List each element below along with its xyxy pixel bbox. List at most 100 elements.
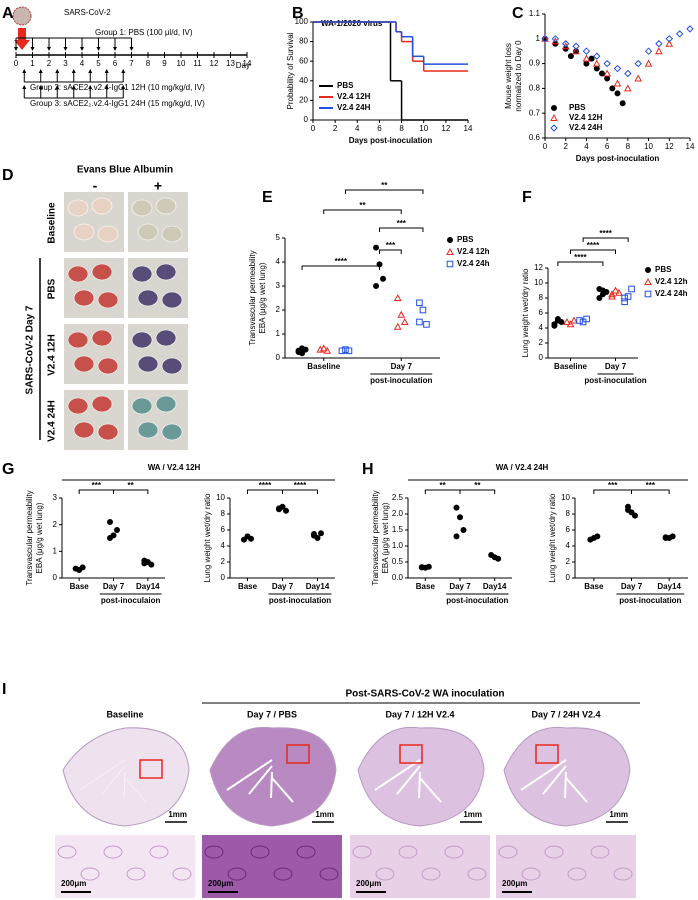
dot xyxy=(576,317,583,324)
y-tick-label: 1.0 xyxy=(392,541,404,550)
legend-marker xyxy=(644,277,652,285)
zoom-box xyxy=(139,759,163,779)
legend-label: PBS xyxy=(655,265,672,274)
sig-label: **** xyxy=(259,481,272,490)
x-axis-label: post-inoculaion xyxy=(101,596,161,605)
x-tick-label: 4 xyxy=(584,142,589,151)
point xyxy=(593,65,600,72)
y-tick-label: 4 xyxy=(221,541,226,550)
arrowhead xyxy=(47,47,51,51)
sig-bracket xyxy=(459,489,496,494)
alveolus xyxy=(352,845,372,859)
dot xyxy=(425,563,432,570)
y-tick-label: 0.7 xyxy=(529,108,541,117)
organ xyxy=(73,421,95,439)
h-title: WA / V2.4 24H xyxy=(496,463,549,472)
sig-label: ** xyxy=(381,181,388,190)
sig-label: ** xyxy=(440,481,447,490)
alveolus xyxy=(567,867,587,881)
y-tick-label: 10 xyxy=(561,493,570,502)
alveolus xyxy=(103,845,123,859)
organ xyxy=(91,395,113,413)
point xyxy=(562,40,570,48)
dot xyxy=(338,347,346,355)
dot xyxy=(423,321,430,328)
dot xyxy=(323,346,332,354)
x-tick-label: Base xyxy=(238,582,258,591)
zoom-image xyxy=(202,835,342,898)
legend-label: PBS xyxy=(337,81,354,90)
group3-label: Group 3: sACE2₂.v2.4-IgG1 24H (15 mg/kg/… xyxy=(30,99,205,108)
dot xyxy=(570,316,578,324)
airway xyxy=(396,765,421,795)
x-axis-label: post-inoculation xyxy=(584,376,646,385)
organ xyxy=(155,395,177,413)
organ xyxy=(91,263,113,281)
airway xyxy=(542,765,567,795)
dot xyxy=(621,294,628,302)
y-tick-label: 2.5 xyxy=(392,493,404,502)
y-tick-label: 6 xyxy=(539,308,544,317)
y-tick-label: 60 xyxy=(299,56,308,65)
legend-label: V2.4 24H xyxy=(569,123,603,132)
x-tick-label: Day 7 xyxy=(103,582,125,591)
y-tick-label: 0.5 xyxy=(392,557,404,566)
x-tick-label: Day 7 xyxy=(621,582,643,591)
photo-row-label: PBS xyxy=(47,278,58,299)
histology-col: Day 7 / 24H V2.4 xyxy=(531,709,600,719)
airway xyxy=(271,777,294,803)
timeline-day: 2 xyxy=(47,59,52,68)
alveolus xyxy=(250,845,270,859)
y-tick-label: 0.9 xyxy=(529,59,541,68)
organ xyxy=(131,199,153,217)
y-tick-label: 2 xyxy=(566,557,571,566)
x-axis-label: post-inoculation xyxy=(619,596,681,605)
y-tick-label: 4 xyxy=(566,541,571,550)
dot xyxy=(628,285,635,293)
dot xyxy=(608,292,616,300)
point xyxy=(551,37,560,45)
point xyxy=(603,69,611,77)
airway xyxy=(419,777,442,803)
y-tick-label: 0 xyxy=(566,573,571,582)
organ xyxy=(161,291,183,309)
legend-marker xyxy=(550,113,558,121)
x-tick-label: 6 xyxy=(377,124,382,133)
point xyxy=(582,54,591,62)
dot xyxy=(107,535,113,541)
arrowhead xyxy=(22,85,27,89)
x-tick-label: 10 xyxy=(644,142,653,151)
timeline-day: 1 xyxy=(30,59,35,68)
alveolus xyxy=(319,867,339,881)
y-tick-label: 1.5 xyxy=(392,525,404,534)
dot xyxy=(615,288,623,296)
sig-label: *** xyxy=(646,481,656,490)
histology-col: Baseline xyxy=(106,709,143,719)
lung-section xyxy=(209,726,337,827)
point xyxy=(624,84,632,92)
dot xyxy=(295,349,302,355)
organ xyxy=(97,357,119,375)
sig-bracket xyxy=(344,189,424,194)
photo-col: - xyxy=(93,178,98,194)
dot xyxy=(596,295,603,301)
virus-icon xyxy=(12,6,32,26)
point xyxy=(582,47,591,55)
x-axis-label: post-inoculation xyxy=(370,376,432,385)
point xyxy=(567,53,574,60)
alveolus xyxy=(126,867,146,881)
point xyxy=(655,47,663,55)
point xyxy=(592,59,601,67)
panel-letter: I xyxy=(2,681,6,698)
sig-bracket xyxy=(593,489,632,494)
x-tick-label: Day14 xyxy=(136,582,160,591)
scale-label: 200μm xyxy=(208,879,233,888)
zoom-box xyxy=(399,744,423,764)
scale-label: 1mm xyxy=(168,810,187,819)
y-tick-label: 0 xyxy=(539,353,544,362)
photo-col: + xyxy=(154,178,162,194)
x-tick-label: Day14 xyxy=(306,582,330,591)
dot xyxy=(276,505,282,512)
y-tick-label: 2.0 xyxy=(392,509,404,518)
legend-marker xyxy=(644,290,652,298)
